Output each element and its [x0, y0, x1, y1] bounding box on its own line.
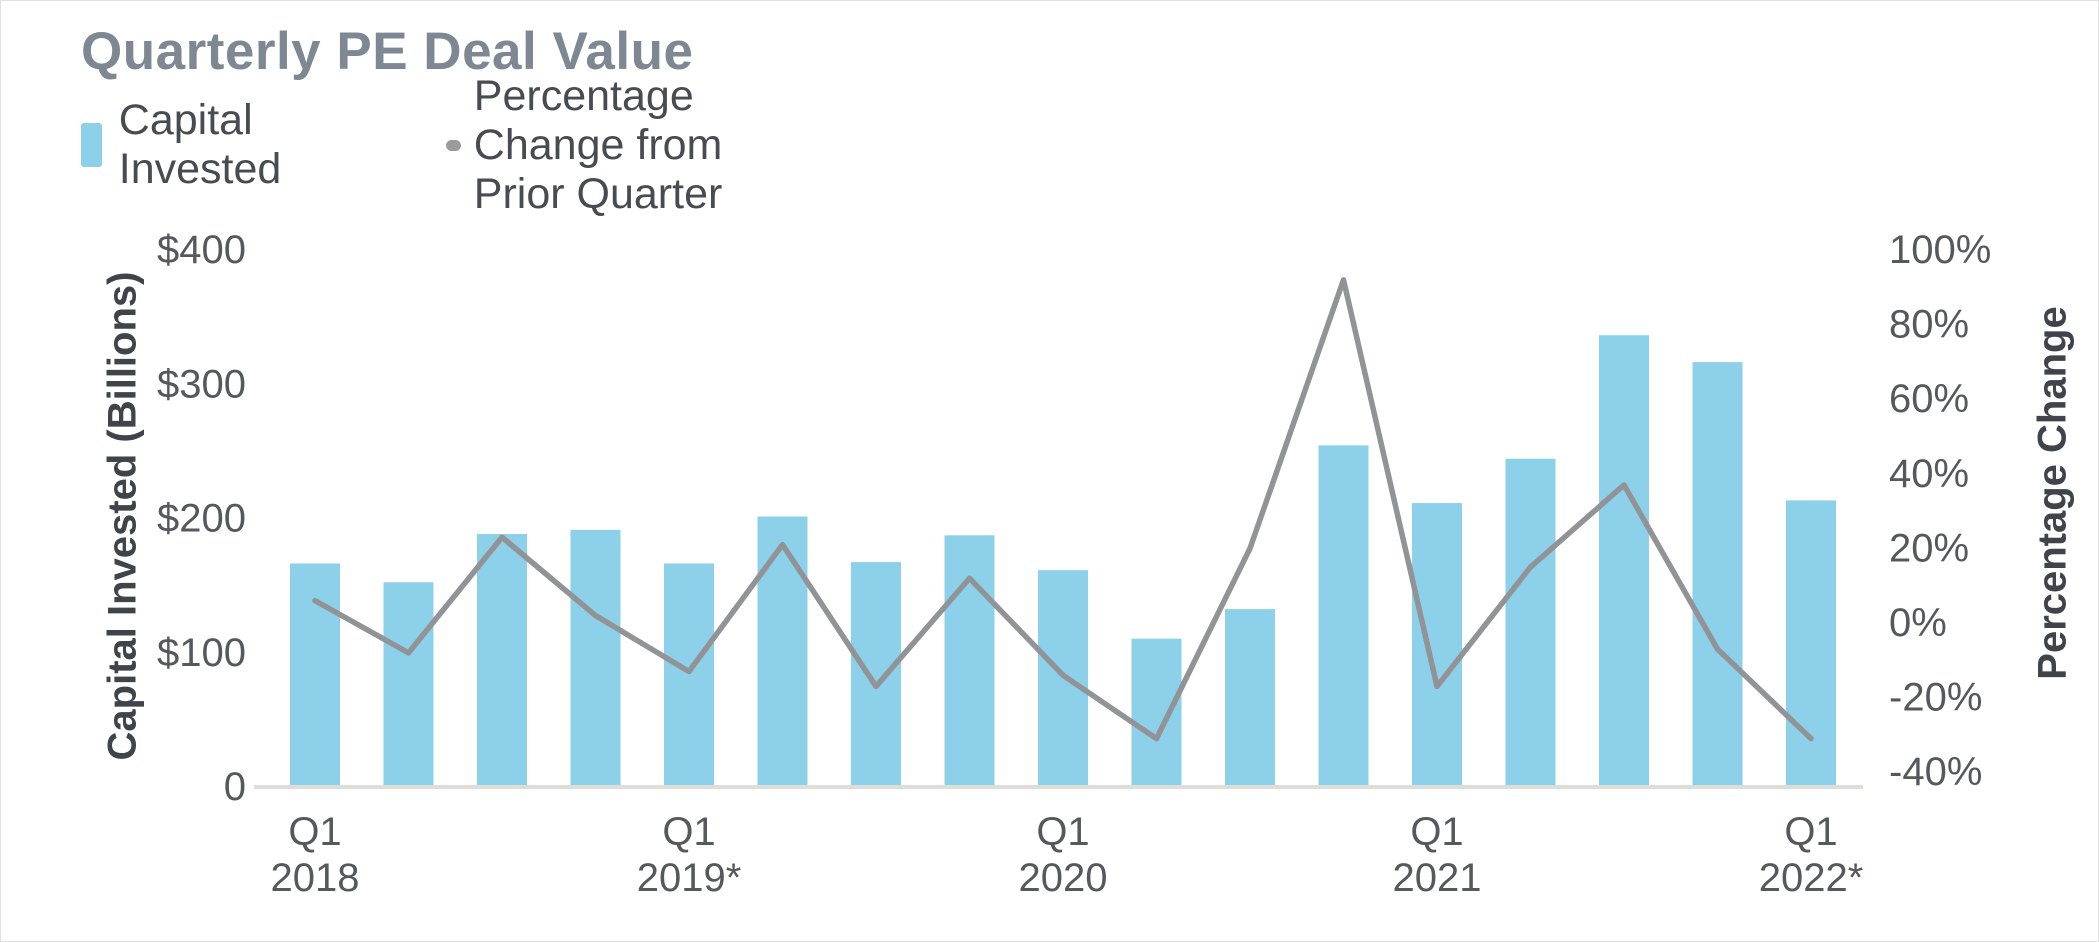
right-tick-label: 80%: [1889, 303, 1969, 347]
legend-label-capital-invested: Capital Invested: [118, 96, 282, 193]
x-tick-quarter-label: Q1: [662, 810, 715, 854]
bar-q4-2020: [1318, 445, 1369, 785]
bar-q4-2021: [1692, 362, 1743, 785]
bar-q2-2020: [1131, 638, 1182, 785]
right-tick-label: 60%: [1889, 377, 1969, 421]
right-tick-label: 20%: [1889, 526, 1969, 570]
legend-item-percentage-change: Percentage Change from Prior Quarter: [446, 72, 723, 218]
bar-q1-2021: [1412, 503, 1462, 785]
right-tick-label: 40%: [1889, 452, 1969, 496]
bar-q3-2019: [851, 562, 901, 785]
legend-item-capital-invested: Capital Invested: [81, 96, 297, 193]
trend-line: [312, 277, 1814, 742]
x-tick-quarter-label: Q1: [1784, 810, 1837, 854]
bar-q2-2019: [757, 516, 808, 785]
left-tick-label: $100: [157, 631, 246, 675]
bar-q1-2022: [1786, 500, 1836, 785]
bar-q3-2018: [477, 533, 527, 785]
right-tick-label: -20%: [1889, 676, 1982, 720]
left-tick-label: $200: [157, 497, 246, 541]
right-tick-label: 0%: [1889, 601, 1947, 645]
bar-q1-2018: [290, 563, 340, 785]
left-tick-label: $400: [157, 228, 246, 272]
x-tick-quarter-label: Q1: [288, 810, 341, 854]
x-tick-year-label: 2019*: [637, 856, 742, 900]
bar-q1-2019: [664, 563, 714, 785]
bar-q2-2018: [383, 582, 434, 785]
legend-line-dash-icon: [446, 139, 461, 151]
x-tick-year-label: 2020: [1019, 856, 1108, 900]
bar-q3-2020: [1225, 609, 1275, 785]
bar-q2-2021: [1505, 458, 1556, 785]
x-tick-year-label: 2021: [1393, 856, 1482, 900]
bar-q4-2019: [944, 535, 995, 785]
bar-q4-2018: [570, 529, 621, 785]
right-tick-label: 100%: [1889, 228, 1991, 272]
x-tick-year-label: 2018: [271, 856, 360, 900]
x-tick-year-label: 2022*: [1759, 856, 1864, 900]
x-tick-quarter-label: Q1: [1036, 810, 1089, 854]
left-tick-label: 0: [224, 765, 246, 809]
right-tick-label: -40%: [1889, 750, 1982, 794]
bar-q3-2021: [1599, 335, 1649, 785]
x-tick-quarter-label: Q1: [1410, 810, 1463, 854]
left-tick-label: $300: [157, 362, 246, 406]
legend-label-percentage-change: Percentage Change from Prior Quarter: [473, 71, 723, 218]
legend-bar-swatch-icon: [81, 123, 102, 167]
chart-title: Quarterly PE Deal Value: [81, 22, 694, 81]
